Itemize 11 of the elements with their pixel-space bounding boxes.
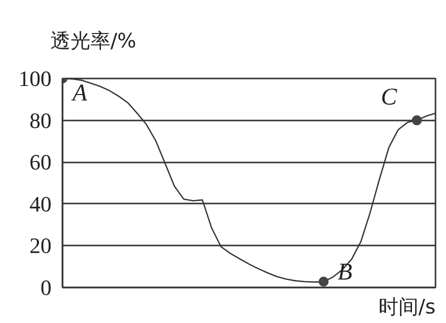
x-axis-title: 时间/s: [378, 294, 436, 318]
y-tick-label: 100: [18, 66, 52, 91]
y-axis-title: 透光率/%: [50, 28, 136, 52]
annotation: A: [70, 80, 88, 106]
y-tick-label: 80: [30, 108, 52, 133]
y-tick-label: 20: [30, 233, 52, 258]
annotation: B: [338, 260, 353, 286]
annotation: C: [380, 84, 398, 110]
y-tick-label: 60: [30, 150, 52, 175]
y-tick-label: 0: [40, 275, 52, 300]
y-tick-label: 40: [30, 191, 52, 216]
